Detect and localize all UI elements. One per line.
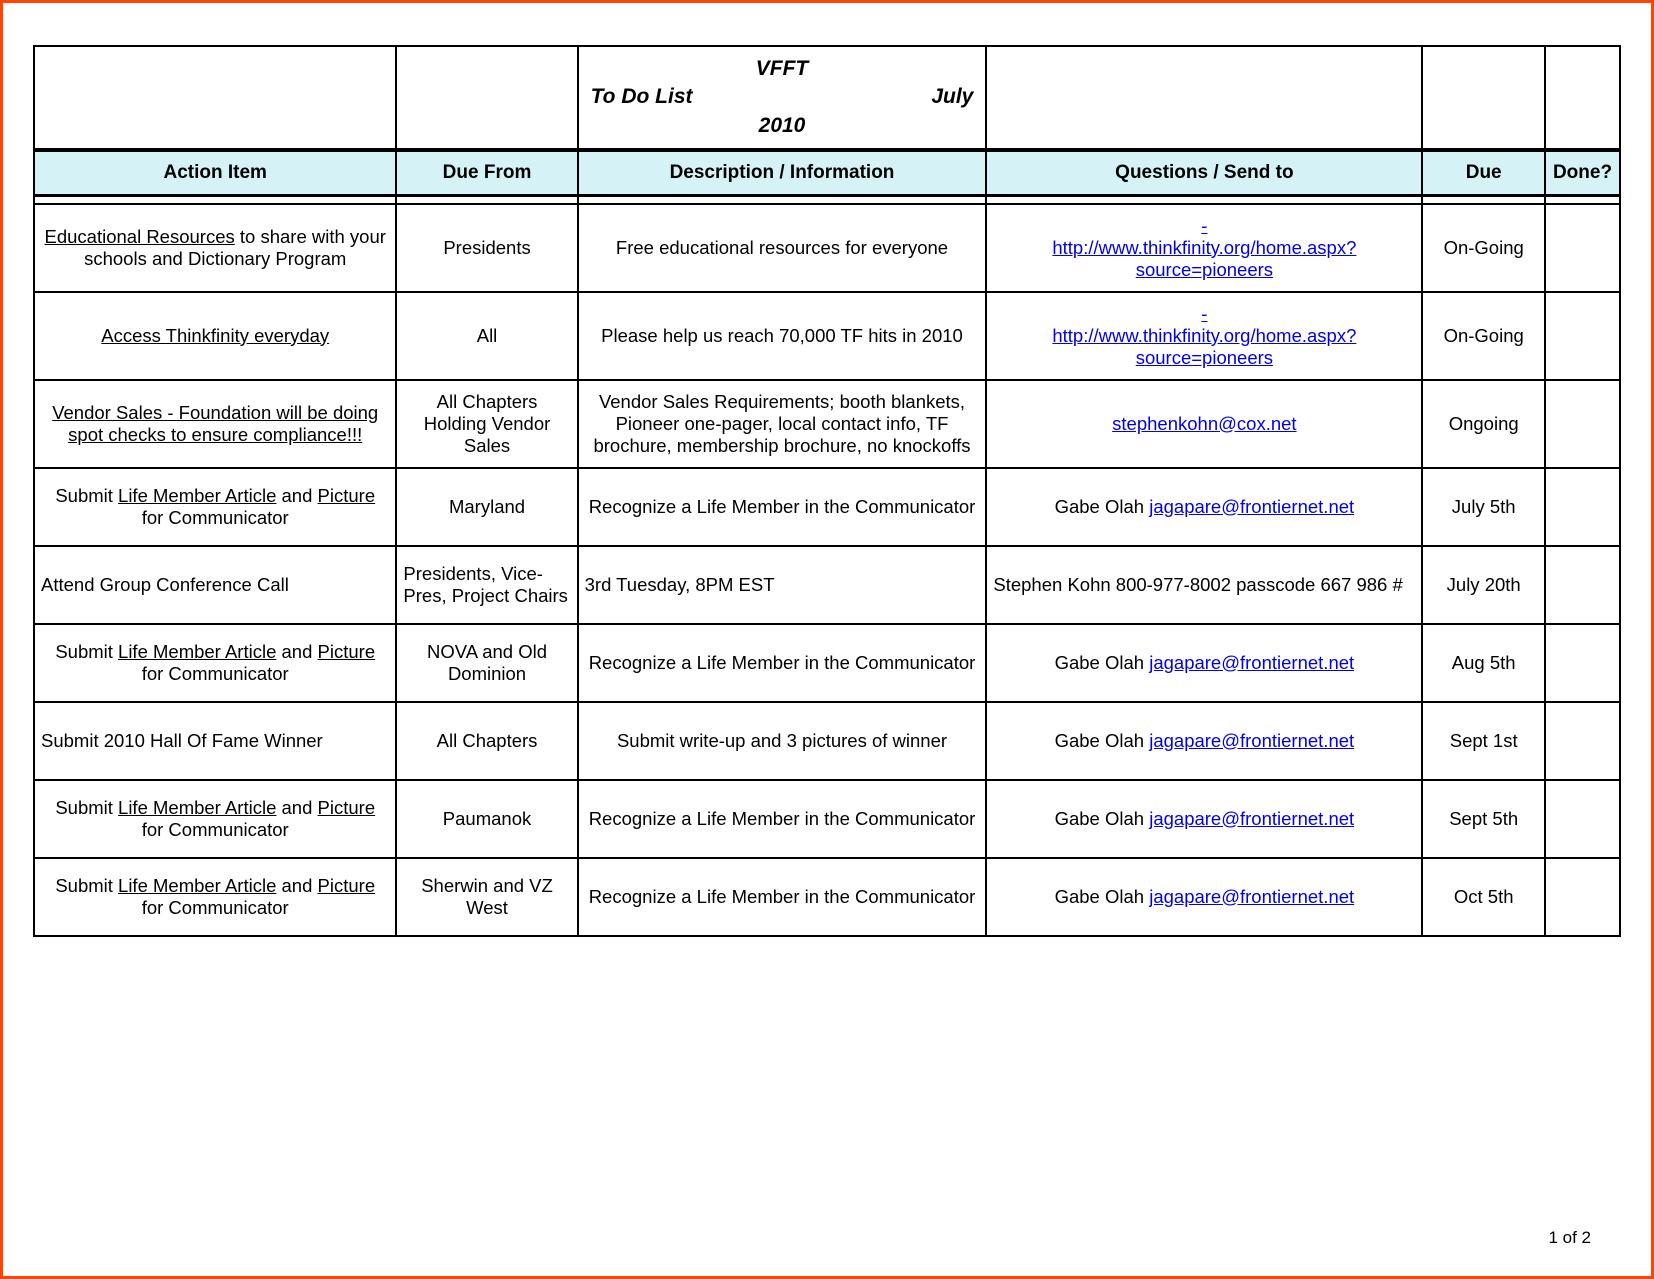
todo-table: VFFT To Do List July 2010 Action Item Du… — [33, 45, 1621, 937]
cell-questions: Gabe Olah jagapare@frontiernet.net — [986, 858, 1422, 936]
table-row: Submit Life Member Article and Picture f… — [34, 624, 1620, 702]
title-cell: VFFT To Do List July 2010 — [578, 46, 987, 150]
cell-desc: Vendor Sales Requirements; booth blanket… — [578, 380, 987, 468]
document-frame: VFFT To Do List July 2010 Action Item Du… — [0, 0, 1654, 1279]
title-row: VFFT To Do List July 2010 — [34, 46, 1620, 150]
table-row: Educational Resources to share with your… — [34, 204, 1620, 292]
page-number: 1 of 2 — [1548, 1228, 1591, 1248]
table-row: Submit Life Member Article and Picture f… — [34, 858, 1620, 936]
table-row: Access Thinkfinity everydayAllPlease hel… — [34, 292, 1620, 380]
cell-duefrom: Paumanok — [396, 780, 577, 858]
cell-duefrom: Presidents — [396, 204, 577, 292]
cell-duefrom: Presidents, Vice-Pres, Project Chairs — [396, 546, 577, 624]
cell-duefrom: Maryland — [396, 468, 577, 546]
cell-done — [1545, 292, 1620, 380]
title-month: July — [931, 83, 973, 111]
cell-action: Submit Life Member Article and Picture f… — [34, 624, 396, 702]
cell-desc: Recognize a Life Member in the Communica… — [578, 780, 987, 858]
spacer-row — [34, 196, 1620, 204]
cell-action: Submit 2010 Hall Of Fame Winner — [34, 702, 396, 780]
cell-done — [1545, 204, 1620, 292]
header-row: Action Item Due From Description / Infor… — [34, 150, 1620, 196]
table-row: Submit Life Member Article and Picture f… — [34, 468, 1620, 546]
contact-link[interactable]: jagapare@frontiernet.net — [1149, 886, 1354, 907]
contact-link[interactable]: jagapare@frontiernet.net — [1149, 496, 1354, 517]
cell-due: July 20th — [1422, 546, 1545, 624]
cell-action: Educational Resources to share with your… — [34, 204, 396, 292]
cell-duefrom: NOVA and Old Dominion — [396, 624, 577, 702]
cell-duefrom: Sherwin and VZ West — [396, 858, 577, 936]
cell-due: Aug 5th — [1422, 624, 1545, 702]
cell-done — [1545, 780, 1620, 858]
cell-desc: Free educational resources for everyone — [578, 204, 987, 292]
cell-questions: Gabe Olah jagapare@frontiernet.net — [986, 780, 1422, 858]
col-due: Due — [1422, 150, 1545, 196]
cell-due: On-Going — [1422, 292, 1545, 380]
contact-link[interactable]: jagapare@frontiernet.net — [1149, 652, 1354, 673]
table-row: Attend Group Conference CallPresidents, … — [34, 546, 1620, 624]
col-done: Done? — [1545, 150, 1620, 196]
cell-due: On-Going — [1422, 204, 1545, 292]
cell-due: Ongoing — [1422, 380, 1545, 468]
contact-link[interactable]: jagapare@frontiernet.net — [1149, 730, 1354, 751]
cell-done — [1545, 546, 1620, 624]
table-row: Submit Life Member Article and Picture f… — [34, 780, 1620, 858]
cell-desc: Please help us reach 70,000 TF hits in 2… — [578, 292, 987, 380]
cell-due: Sept 1st — [1422, 702, 1545, 780]
cell-desc: 3rd Tuesday, 8PM EST — [578, 546, 987, 624]
cell-done — [1545, 702, 1620, 780]
title-blank-4 — [1422, 46, 1545, 150]
cell-desc: Submit write-up and 3 pictures of winner — [578, 702, 987, 780]
cell-desc: Recognize a Life Member in the Communica… — [578, 468, 987, 546]
contact-link[interactable]: http://www.thinkfinity.org/home.aspx?sou… — [1052, 237, 1356, 280]
cell-done — [1545, 380, 1620, 468]
cell-questions: stephenkohn@cox.net — [986, 380, 1422, 468]
contact-link[interactable]: jagapare@frontiernet.net — [1149, 808, 1354, 829]
cell-action: Access Thinkfinity everyday — [34, 292, 396, 380]
cell-duefrom: All — [396, 292, 577, 380]
title-blank-3 — [986, 46, 1422, 150]
title-org: VFFT — [585, 55, 980, 83]
link-dash[interactable]: - — [1201, 215, 1207, 236]
title-label: To Do List — [591, 83, 693, 111]
cell-action: Attend Group Conference Call — [34, 546, 396, 624]
cell-due: Sept 5th — [1422, 780, 1545, 858]
cell-due: Oct 5th — [1422, 858, 1545, 936]
cell-duefrom: All Chapters Holding Vendor Sales — [396, 380, 577, 468]
cell-duefrom: All Chapters — [396, 702, 577, 780]
cell-done — [1545, 624, 1620, 702]
cell-questions: Gabe Olah jagapare@frontiernet.net — [986, 468, 1422, 546]
title-year: 2010 — [585, 112, 980, 140]
cell-questions: Gabe Olah jagapare@frontiernet.net — [986, 624, 1422, 702]
col-questions: Questions / Send to — [986, 150, 1422, 196]
table-row: Vendor Sales - Foundation will be doing … — [34, 380, 1620, 468]
cell-action: Submit Life Member Article and Picture f… — [34, 858, 396, 936]
cell-action: Submit Life Member Article and Picture f… — [34, 780, 396, 858]
table-row: Submit 2010 Hall Of Fame WinnerAll Chapt… — [34, 702, 1620, 780]
cell-questions: -http://www.thinkfinity.org/home.aspx?so… — [986, 292, 1422, 380]
col-duefrom: Due From — [396, 150, 577, 196]
cell-desc: Recognize a Life Member in the Communica… — [578, 858, 987, 936]
col-action: Action Item — [34, 150, 396, 196]
title-blank-2 — [396, 46, 577, 150]
cell-questions: -http://www.thinkfinity.org/home.aspx?so… — [986, 204, 1422, 292]
cell-due: July 5th — [1422, 468, 1545, 546]
cell-action: Vendor Sales - Foundation will be doing … — [34, 380, 396, 468]
cell-done — [1545, 858, 1620, 936]
link-dash[interactable]: - — [1201, 303, 1207, 324]
col-desc: Description / Information — [578, 150, 987, 196]
title-blank-1 — [34, 46, 396, 150]
cell-done — [1545, 468, 1620, 546]
contact-link[interactable]: stephenkohn@cox.net — [1112, 413, 1296, 434]
cell-desc: Recognize a Life Member in the Communica… — [578, 624, 987, 702]
cell-action: Submit Life Member Article and Picture f… — [34, 468, 396, 546]
title-blank-5 — [1545, 46, 1620, 150]
cell-questions: Stephen Kohn 800-977-8002 passcode 667 9… — [986, 546, 1422, 624]
contact-link[interactable]: http://www.thinkfinity.org/home.aspx?sou… — [1052, 325, 1356, 368]
cell-questions: Gabe Olah jagapare@frontiernet.net — [986, 702, 1422, 780]
